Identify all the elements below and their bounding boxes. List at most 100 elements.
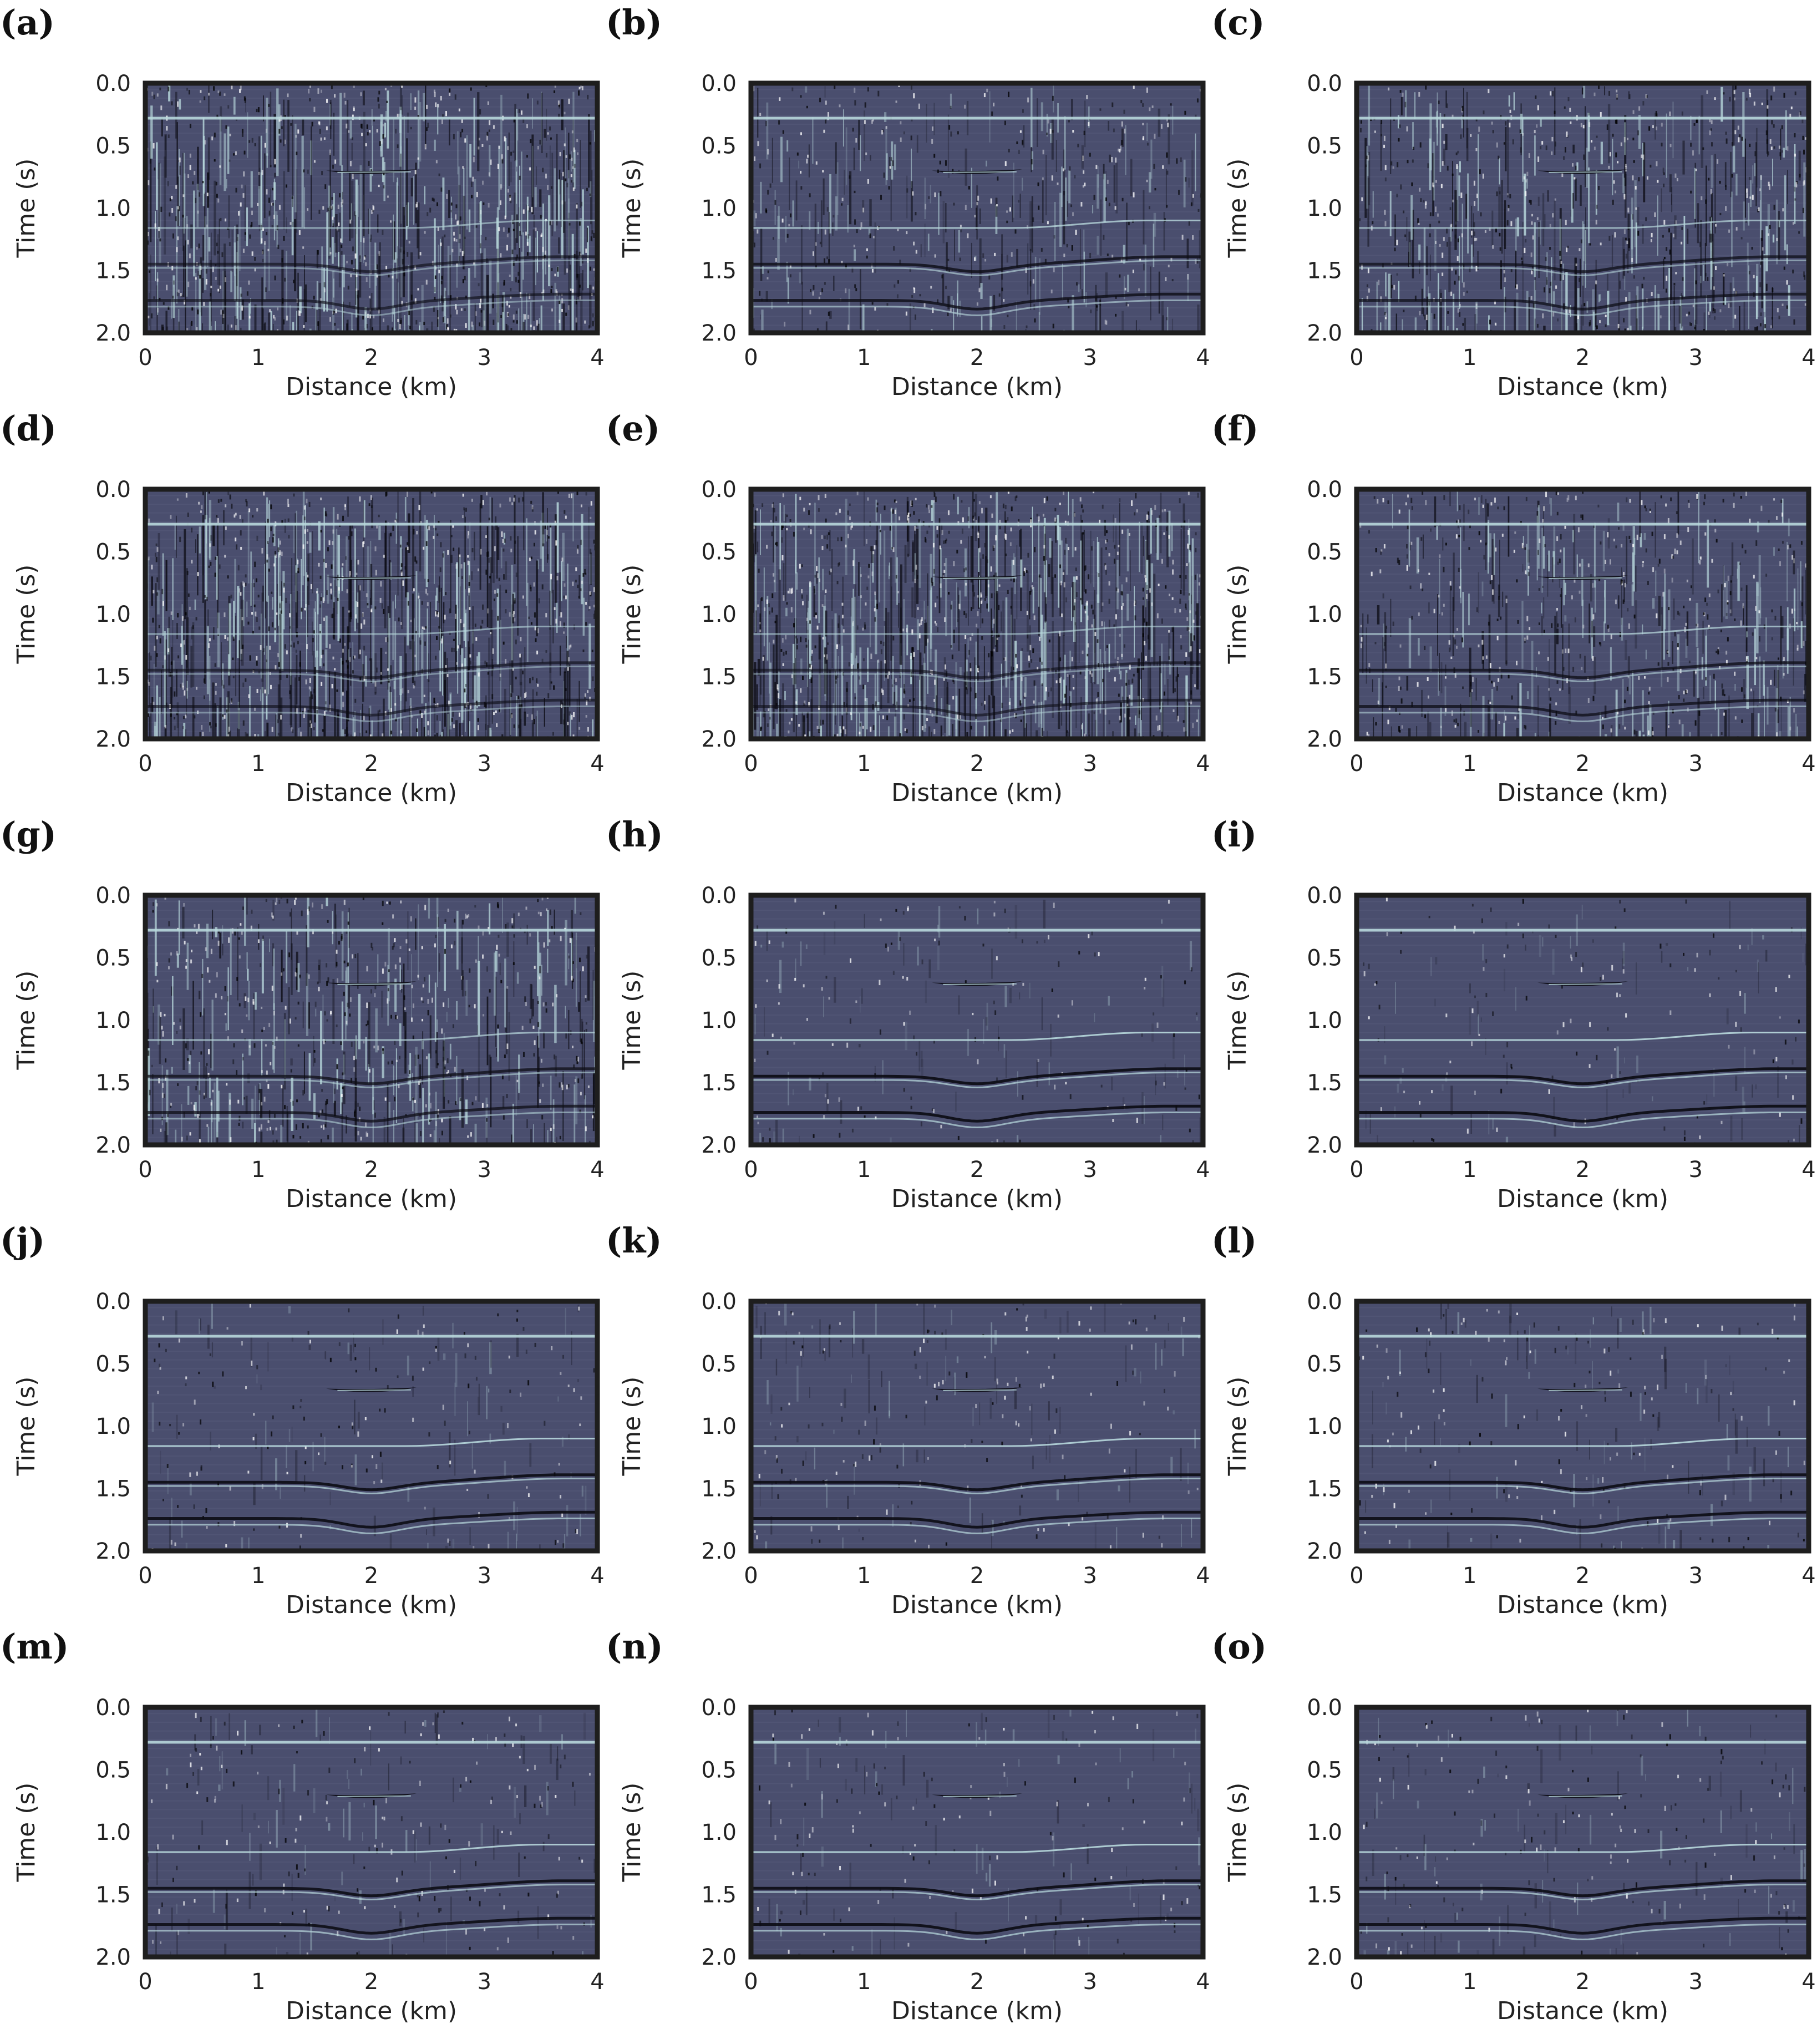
reflector-line: [145, 1067, 597, 1086]
reflector-line: [751, 706, 1203, 723]
panel-label: (l): [1211, 1220, 1257, 1261]
axes-frame: [748, 80, 1206, 336]
reflector-line: [145, 255, 597, 273]
y-tick-label: 0.5: [1307, 1758, 1342, 1783]
x-tick-label: 0: [744, 1157, 758, 1183]
seismic-panel: (o) 0.0 0.5 1.0 1.5 2.0 0 1 2 3 4 Distance (km) Time…: [1211, 1624, 1816, 2029]
y-tick-label: 1.0: [701, 602, 737, 627]
x-tick-label: 4: [1196, 1969, 1210, 1995]
x-tick-label: 0: [138, 1969, 152, 1995]
x-tick-label: 3: [1083, 1157, 1097, 1183]
reflector-line: [751, 1067, 1203, 1086]
reflector-line: [145, 706, 597, 723]
seismic-traces: [1357, 897, 1809, 1145]
y-tick-label: 0.5: [95, 134, 131, 159]
section-background: [1357, 895, 1809, 1145]
section-background: [751, 1707, 1203, 1957]
reflector-line: [1357, 1473, 1809, 1492]
y-tick-label: 2.0: [1307, 1945, 1342, 1970]
axes-frame: [1354, 1705, 1811, 1960]
reflector-line: [145, 300, 597, 317]
x-tick-label: 2: [364, 1157, 378, 1183]
reflector-line: [1357, 1067, 1809, 1086]
y-tick-label: 2.0: [701, 1945, 737, 1970]
panel-label: (d): [0, 408, 57, 449]
seismic-traces: [1357, 1301, 1809, 1551]
y-tick-label: 2.0: [701, 1539, 737, 1564]
y-axis-label: Time (s): [12, 971, 40, 1071]
seismic-panel: (a) 0.0 0.5 1.0 1.5 2.0 0 1 2 3 4 Distance (km) Time…: [0, 0, 605, 405]
y-tick-label: 1.5: [1307, 258, 1342, 284]
x-tick-label: 2: [364, 1969, 378, 1995]
y-tick-label: 0.0: [701, 883, 737, 909]
y-axis-label: Time (s): [618, 971, 646, 1071]
reflector-line: [1357, 1916, 1809, 1935]
y-tick-label: 1.5: [701, 258, 737, 284]
reflector-line: [751, 1072, 1203, 1089]
reflector-line: [1357, 1104, 1809, 1123]
axes-frame: [143, 1299, 600, 1554]
reflector-line: [1357, 260, 1809, 277]
seismic-section-chart: 0.0 0.5 1.0 1.5 2.0 0 1 2 3 4 Distance (km) Time (s…: [12, 1695, 605, 2025]
x-tick-label: 0: [138, 1563, 152, 1589]
y-tick-label: 1.5: [701, 1071, 737, 1096]
reflector-line: [1357, 220, 1809, 229]
x-axis-label: Distance (km): [891, 1185, 1063, 1213]
section-background: [751, 1301, 1203, 1551]
reflector-line: [145, 260, 597, 277]
seismic-traces: [1357, 489, 1809, 739]
x-tick-label: 3: [1083, 1563, 1097, 1589]
seismic-section-chart: 0.0 0.5 1.0 1.5 2.0 0 1 2 3 4 Distance (km) Time (s…: [1224, 71, 1816, 401]
reflector-line: [751, 1112, 1203, 1129]
reflector-line: [1357, 1112, 1809, 1129]
y-tick-label: 0.0: [701, 477, 737, 503]
reflector-line: [145, 626, 597, 635]
x-tick-label: 1: [251, 1969, 265, 1995]
x-tick-label: 3: [1083, 345, 1097, 371]
y-tick-label: 2.0: [701, 321, 737, 346]
x-tick-label: 3: [478, 345, 491, 371]
y-tick-label: 2.0: [95, 1133, 131, 1158]
reflector-line: [751, 626, 1203, 635]
reflector-line: [751, 1032, 1203, 1041]
y-tick-label: 1.5: [701, 1883, 737, 1908]
section-background: [1357, 489, 1809, 739]
x-tick-label: 0: [744, 751, 758, 777]
y-tick-label: 0.5: [701, 946, 737, 971]
reflector-line: [751, 1473, 1203, 1492]
y-tick-label: 1.5: [1307, 1883, 1342, 1908]
panel-label: (k): [606, 1220, 662, 1261]
reflector-line: [1357, 1884, 1809, 1901]
reflector-line: [145, 1916, 597, 1935]
x-tick-label: 0: [1349, 1157, 1363, 1183]
y-tick-label: 1.5: [1307, 665, 1342, 690]
y-tick-label: 1.0: [1307, 196, 1342, 221]
y-tick-label: 1.0: [701, 196, 737, 221]
y-axis-label: Time (s): [12, 1377, 40, 1477]
x-axis-label: Distance (km): [891, 1591, 1063, 1619]
y-axis-label: Time (s): [618, 565, 646, 665]
reflector-line: [751, 1518, 1203, 1535]
x-axis-label: Distance (km): [286, 1185, 457, 1213]
seismic-panel: (b) 0.0 0.5 1.0 1.5 2.0 0 1 2 3 4 Distance (km) Time…: [606, 0, 1210, 405]
x-axis-label: Distance (km): [286, 779, 457, 807]
x-axis-label: Distance (km): [286, 1591, 457, 1619]
axes-frame: [143, 486, 600, 742]
y-tick-label: 2.0: [701, 1133, 737, 1158]
panel-label: (g): [0, 814, 57, 855]
section-background: [1357, 1301, 1809, 1551]
axes-frame: [1354, 486, 1811, 742]
panel-label: (i): [1211, 814, 1257, 855]
seismic-section-chart: 0.0 0.5 1.0 1.5 2.0 0 1 2 3 4 Distance (km) Time (s…: [618, 477, 1210, 807]
section-background: [751, 895, 1203, 1145]
seismic-traces: [751, 1301, 1203, 1551]
reflector-line: [1357, 255, 1809, 273]
reflector-line: [1357, 292, 1809, 311]
x-tick-label: 1: [251, 1563, 265, 1589]
y-axis-label: Time (s): [12, 1783, 40, 1883]
y-axis-label: Time (s): [1224, 1783, 1252, 1883]
panel-label: (m): [0, 1626, 69, 1667]
y-tick-label: 1.0: [701, 1414, 737, 1439]
x-tick-label: 3: [478, 1969, 491, 1995]
